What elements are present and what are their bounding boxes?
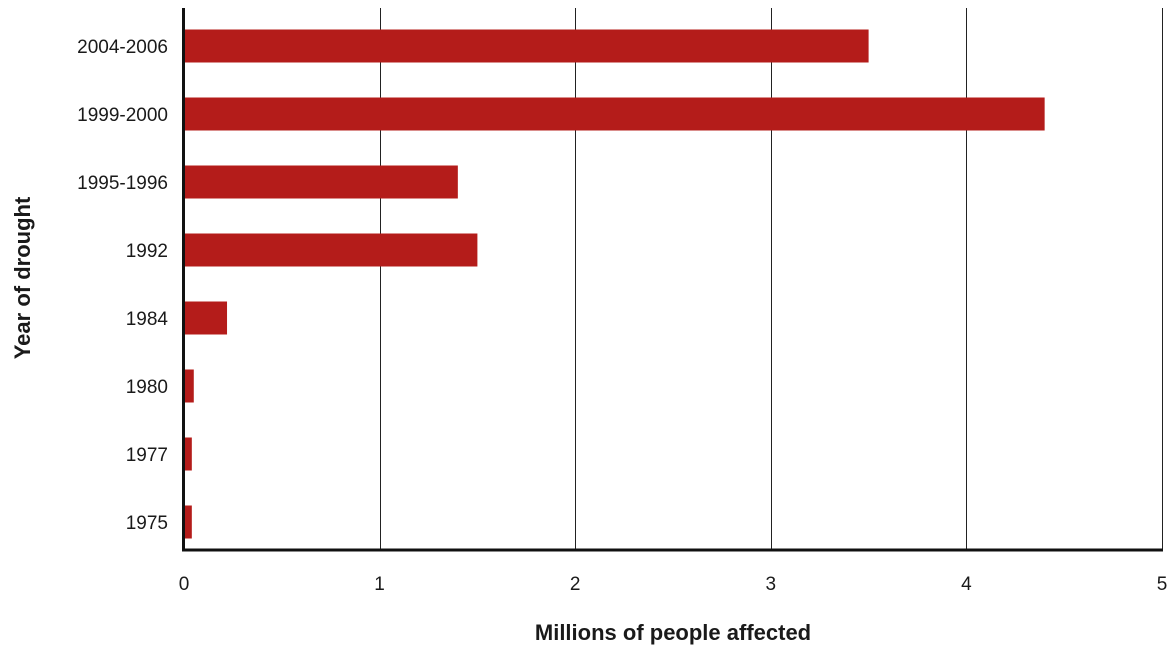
- label-layer: 2004-2006 1999-2000 1995-1996 1992 1984 1980 1…: [77, 37, 1167, 595]
- bar-1984: [184, 301, 228, 335]
- bar-layer: [184, 29, 1045, 539]
- axis-layer: [182, 8, 1163, 552]
- grid-layer: [380, 8, 1163, 550]
- x-tick-label: 3: [766, 574, 777, 595]
- bar-1992: [184, 233, 478, 267]
- y-tick-label: 1977: [126, 445, 168, 466]
- x-axis-title: Millions of people affected: [535, 620, 811, 645]
- x-tick-label: 0: [179, 574, 190, 595]
- x-tick-label: 5: [1157, 574, 1168, 595]
- x-tick-label: 2: [570, 574, 581, 595]
- y-tick-label: 2004-2006: [77, 37, 168, 58]
- y-tick-label: 1992: [126, 241, 168, 262]
- bar-1999-2000: [184, 97, 1045, 131]
- x-tick-label: 4: [961, 574, 972, 595]
- y-tick-label: 1980: [126, 377, 168, 398]
- y-axis-title: Year of drought: [10, 196, 35, 359]
- y-tick-label: 1995-1996: [77, 173, 168, 194]
- bar-1975: [184, 505, 192, 539]
- bar-1977: [184, 437, 192, 471]
- y-tick-label: 1999-2000: [77, 105, 168, 126]
- x-tick-label: 1: [374, 574, 385, 595]
- y-tick-label: 1984: [126, 309, 169, 330]
- y-tick-label: 1975: [126, 513, 168, 534]
- bar-1980: [184, 369, 194, 403]
- bar-2004-2006: [184, 29, 869, 63]
- bar-1995-1996: [184, 165, 458, 199]
